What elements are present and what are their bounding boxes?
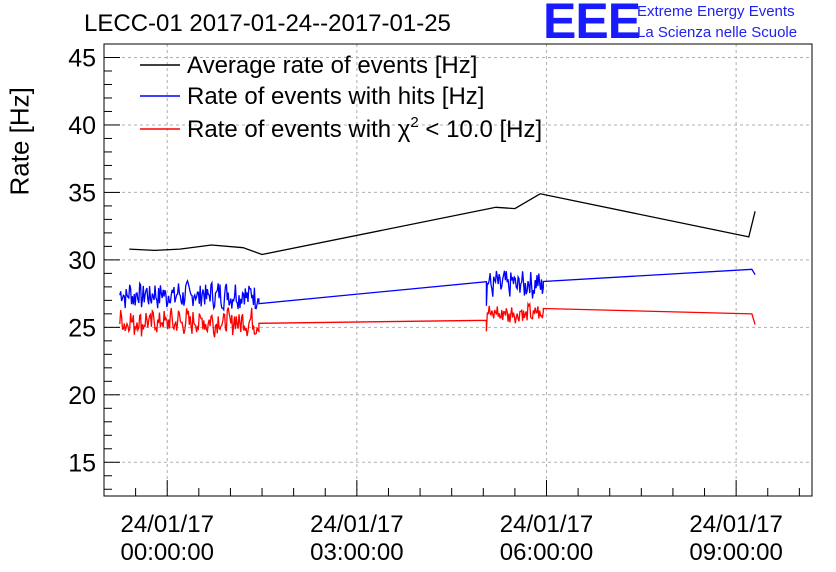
x-tick-date-label: 24/01/17 <box>121 511 214 538</box>
series-layer <box>119 193 756 338</box>
x-tick-date-label: 24/01/17 <box>310 511 403 538</box>
series-line-1 <box>129 193 756 256</box>
logo-text-line2: La Scienza nelle Scuole <box>637 24 798 41</box>
x-tick-date-label: 24/01/17 <box>689 511 782 538</box>
y-tick-label: 25 <box>68 314 96 342</box>
legend-entry-label: Rate of events with χ2 < 10.0 [Hz] <box>187 114 542 143</box>
axes-layer: 1520253035404524/01/1700:00:0024/01/1703… <box>68 43 800 566</box>
series-line-2 <box>119 268 756 312</box>
chart-title: LECC-01 2017-01-24--2017-01-25 <box>84 10 451 37</box>
y-tick-label: 45 <box>68 44 96 72</box>
x-tick-date-label: 24/01/17 <box>500 511 593 538</box>
y-tick-label: 40 <box>68 112 96 140</box>
eee-logo: EEE <box>543 0 641 49</box>
y-tick-label: 15 <box>68 449 96 477</box>
legend-entry-label: Average rate of events [Hz] <box>187 52 477 79</box>
y-tick-label: 35 <box>68 179 96 207</box>
grid-lines <box>104 44 812 496</box>
y-tick-label: 20 <box>68 382 96 410</box>
y-tick-label: 30 <box>68 247 96 275</box>
x-tick-time-label: 03:00:00 <box>310 539 403 566</box>
plot-frame <box>103 43 813 497</box>
legend-entry-label: Rate of events with hits [Hz] <box>187 83 484 110</box>
x-tick-time-label: 06:00:00 <box>500 539 593 566</box>
x-tick-time-label: 00:00:00 <box>121 539 214 566</box>
legend: Average rate of events [Hz] Rate of event… <box>140 52 542 143</box>
logo-text-line1: Extreme Energy Events <box>637 3 795 20</box>
series-line-3 <box>119 301 756 338</box>
x-tick-time-label: 09:00:00 <box>689 539 782 566</box>
